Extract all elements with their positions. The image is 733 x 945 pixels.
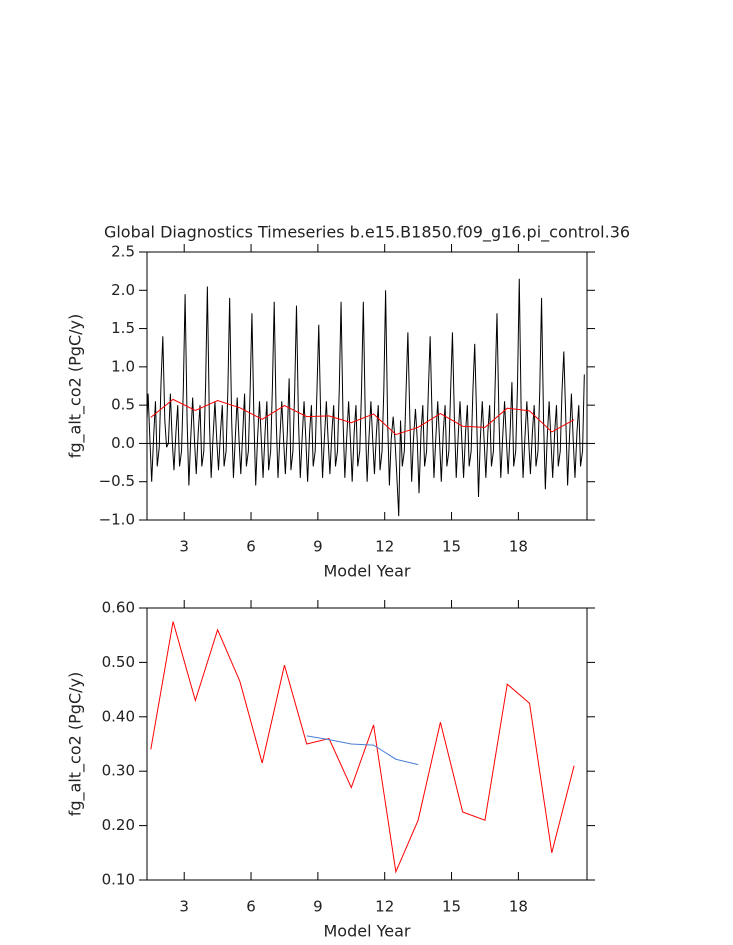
y-tick-label: 2.5 [111, 243, 135, 261]
x-axis-label: Model Year [324, 562, 411, 581]
data-line [147, 278, 585, 517]
y-tick-label: 0.20 [102, 816, 135, 834]
plot-area [150, 621, 575, 874]
y-tick-label: 0.10 [102, 871, 135, 889]
y-tick-label: 1.5 [111, 319, 135, 337]
data-line [150, 398, 575, 436]
x-tick-label: 3 [179, 898, 189, 916]
x-tick-label: 12 [375, 898, 394, 916]
x-tick-label: 6 [246, 898, 256, 916]
x-tick-label: 15 [442, 898, 461, 916]
data-line [150, 621, 575, 874]
x-tick-label: 18 [509, 898, 528, 916]
chart-title: Global Diagnostics Timeseries b.e15.B185… [104, 223, 630, 243]
y-axis-label: fg_alt_co2 (PgC/y) [66, 314, 86, 458]
x-tick-label: 6 [246, 538, 256, 556]
y-axis-label: fg_alt_co2 (PgC/y) [66, 672, 86, 816]
y-tick-label: 0.50 [102, 653, 135, 671]
data-line [306, 735, 419, 766]
y-tick-label: −0.5 [99, 472, 135, 490]
x-axis-label: Model Year [324, 922, 411, 941]
x-tick-label: 9 [313, 898, 323, 916]
plot-frame [146, 251, 588, 521]
y-tick-label: 0.40 [102, 707, 135, 725]
y-tick-label: 0.5 [111, 396, 135, 414]
y-tick-label: −1.0 [99, 511, 135, 529]
y-tick-label: 1.0 [111, 357, 135, 375]
x-tick-label: 12 [375, 538, 394, 556]
y-tick-label: 2.0 [111, 281, 135, 299]
y-tick-label: 0.60 [102, 599, 135, 617]
plot-frame [146, 607, 588, 881]
y-tick-label: 0.0 [111, 434, 135, 452]
y-tick-label: 0.30 [102, 762, 135, 780]
x-tick-label: 3 [179, 538, 189, 556]
x-tick-label: 18 [509, 538, 528, 556]
plot-area [147, 278, 587, 517]
x-tick-label: 9 [313, 538, 323, 556]
x-tick-label: 15 [442, 538, 461, 556]
